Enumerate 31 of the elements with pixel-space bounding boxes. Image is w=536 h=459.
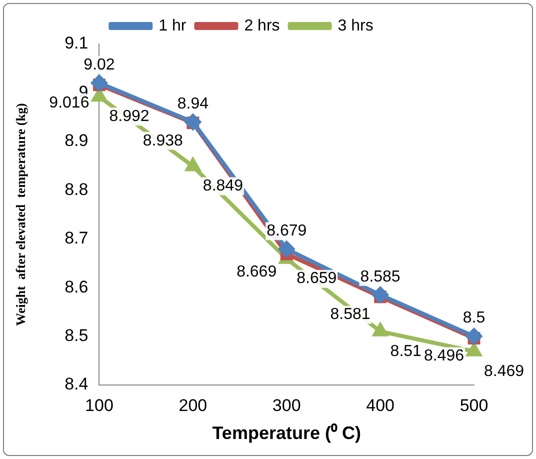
data-label: 8.679 <box>266 222 307 240</box>
x-tick-label: 200 <box>178 396 208 415</box>
x-tick-label: 300 <box>272 396 301 415</box>
x-tick-label: 500 <box>460 396 488 415</box>
data-label: 8.94 <box>177 95 209 112</box>
data-label: 8.849 <box>202 178 244 195</box>
y-tick-label: 8.4 <box>64 374 88 394</box>
x-tick-label: 100 <box>85 396 114 415</box>
data-label: 8.992 <box>109 108 150 126</box>
y-tick-label: 8.9 <box>64 131 88 150</box>
data-label: 8.469 <box>484 362 524 380</box>
data-label: 8.669 <box>236 263 277 280</box>
data-label: 8.659 <box>296 270 337 288</box>
y-tick-label: 8.5 <box>64 326 88 345</box>
y-axis-title: Weight after elevated temperature (kg) <box>13 103 28 326</box>
data-label: 8.51 <box>390 342 422 360</box>
legend-label: 2 hrs <box>244 17 280 34</box>
legend-label: 1 hr <box>158 17 187 34</box>
y-tick-label: 8.7 <box>64 228 88 248</box>
data-label: 8.938 <box>142 132 184 150</box>
data-label: 8.581 <box>330 306 370 324</box>
y-tick-label: 8.6 <box>64 277 88 296</box>
x-tick-label: 400 <box>366 396 394 415</box>
data-label: 8.585 <box>360 268 400 286</box>
data-label: 8.496 <box>424 348 464 365</box>
y-tick-label: 8.8 <box>64 180 88 199</box>
legend-label: 3 hrs <box>338 17 374 34</box>
data-label: 8.5 <box>462 310 486 327</box>
x-axis-title: Temperature (⁰ C) <box>212 423 361 444</box>
y-tick-label: 9.1 <box>64 34 88 53</box>
data-label: 9.02 <box>84 56 115 74</box>
